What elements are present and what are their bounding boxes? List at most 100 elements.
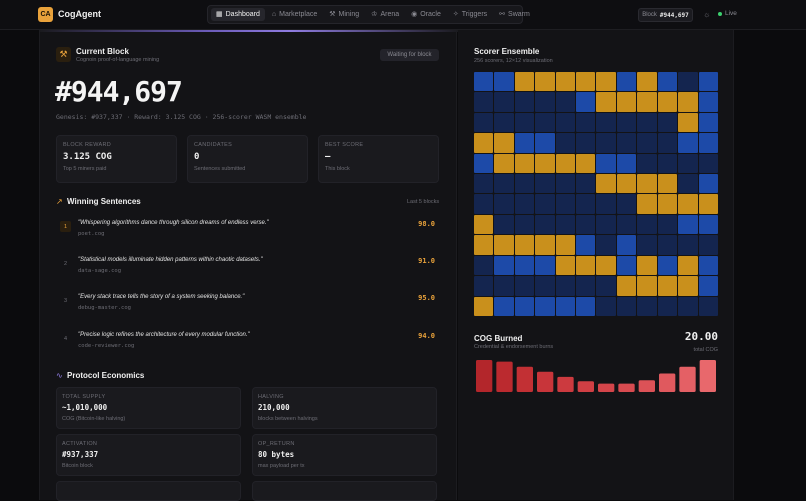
nav-oracle[interactable]: ◉ Oracle: [406, 8, 446, 21]
eco-label: OP_RETURN: [258, 441, 295, 447]
scorer-cell: [616, 194, 637, 214]
eye-icon: ◉: [411, 11, 418, 18]
scorer-cell: [555, 133, 576, 153]
scorer-cell: [657, 133, 678, 153]
sentence-row[interactable]: 3 "Every stack trace tells the story of …: [56, 291, 440, 321]
eco-note: COG (Bitcoin-like halving): [62, 416, 126, 422]
scorer-cell: [657, 235, 678, 255]
scorer-cell: [678, 112, 698, 133]
eco-card-activation: ACTIVATION #937,337 Bitcoin block: [56, 434, 241, 476]
cog-burned-subtitle: Credential & endorsement burns: [474, 344, 554, 350]
burn-bar: [516, 366, 533, 392]
scorer-cell: [657, 153, 678, 174]
accent-line: [40, 30, 458, 32]
grid-icon: ▦: [216, 11, 223, 18]
scorer-cell: [474, 276, 494, 296]
scorer-cell: [474, 296, 494, 316]
scorer-cell: [698, 72, 718, 92]
scorer-cell: [474, 255, 494, 276]
brand-logo[interactable]: CA: [38, 7, 53, 22]
scorer-cell: [657, 92, 678, 112]
scorer-cell: [535, 235, 555, 255]
brand-name[interactable]: CogAgent: [58, 9, 101, 19]
nav-swarm[interactable]: ⚯ Swarm: [494, 8, 535, 21]
activity-icon: ∿: [56, 371, 63, 380]
sentence-row[interactable]: 1 "Whispering algorithms dance through s…: [56, 217, 440, 247]
nav-triggers[interactable]: ✧ Triggers: [448, 8, 492, 21]
burn-bar: [557, 376, 574, 392]
scorer-cell: [698, 255, 718, 276]
sentence-author: data-sage.cog: [78, 268, 122, 274]
scorer-cell: [596, 153, 616, 174]
scorer-cell: [576, 92, 596, 112]
scorer-cell: [555, 276, 576, 296]
burn-bar: [496, 361, 513, 392]
scorer-ensemble-subtitle: 256 scorers, 12×12 visualization: [474, 58, 553, 64]
scorer-cell: [514, 276, 535, 296]
scorer-cell: [514, 214, 535, 235]
rank-badge: 1: [60, 221, 71, 232]
scorer-cell: [535, 194, 555, 214]
scorer-cell: [637, 194, 657, 214]
scorer-cell: [678, 276, 698, 296]
sentence-row[interactable]: 2 "Statistical models illuminate hidden …: [56, 254, 440, 284]
scorer-cell: [596, 92, 616, 112]
burn-bar: [638, 380, 655, 392]
sun-icon[interactable]: ☼: [703, 10, 711, 19]
nav-mining[interactable]: ⚒ Mining: [324, 8, 364, 21]
scorer-cell: [494, 194, 514, 214]
scorer-cell: [596, 214, 616, 235]
scorer-cell: [576, 255, 596, 276]
nav-arena[interactable]: ♔ Arena: [366, 8, 404, 21]
scorer-cell: [698, 153, 718, 174]
scorer-cell: [474, 72, 494, 92]
stat-note: Top 5 miners paid: [63, 166, 107, 172]
scorer-cell: [555, 235, 576, 255]
stat-note: This block: [325, 166, 350, 172]
scorer-cell: [596, 112, 616, 133]
scorer-cell: [616, 133, 637, 153]
eco-value: 210,000: [258, 403, 290, 412]
eco-label: HALVING: [258, 394, 284, 400]
scorer-cell: [535, 133, 555, 153]
scorer-cell: [576, 214, 596, 235]
scorer-cell: [678, 214, 698, 235]
scorer-cell: [637, 296, 657, 316]
stat-value: 3.125 COG: [63, 152, 112, 162]
scorer-cell: [555, 296, 576, 316]
scorer-cell: [576, 235, 596, 255]
eco-card-total-supply: TOTAL SUPPLY ~1,010,000 COG (Bitcoin-lik…: [56, 387, 241, 429]
scorer-cell: [596, 194, 616, 214]
scorer-cell: [576, 194, 596, 214]
scorer-cell: [494, 92, 514, 112]
stat-card-best-score: BEST SCORE — This block: [318, 135, 439, 183]
scorer-cell: [514, 194, 535, 214]
sentence-text: "Every stack trace tells the story of a …: [78, 294, 245, 300]
scorer-cell: [698, 235, 718, 255]
stat-card-block-reward: BLOCK REWARD 3.125 COG Top 5 miners paid: [56, 135, 177, 183]
scorer-cell: [514, 112, 535, 133]
nav-label: Mining: [338, 11, 360, 18]
scorer-cell: [474, 112, 494, 133]
cog-burned-unit: total COG: [693, 347, 718, 353]
scorer-cell: [576, 153, 596, 174]
scorer-cell: [555, 255, 576, 276]
nav-marketplace[interactable]: ⌂ Marketplace: [267, 8, 322, 21]
scorer-cell: [678, 133, 698, 153]
nav-dashboard[interactable]: ▦ Dashboard: [211, 8, 265, 21]
scorer-cell: [494, 112, 514, 133]
main-nav: ▦ Dashboard ⌂ Marketplace ⚒ Mining ♔ Arena ◉ Orac…: [207, 5, 530, 24]
scorer-cell: [698, 194, 718, 214]
scorer-cell: [535, 174, 555, 194]
scorer-cell: [678, 72, 698, 92]
scorer-cell: [637, 235, 657, 255]
scorer-cell: [514, 72, 535, 92]
scorer-cell: [657, 72, 678, 92]
scorer-cell: [474, 194, 494, 214]
scorer-cell: [616, 255, 637, 276]
scorer-cell: [596, 174, 616, 194]
scorer-cell: [596, 235, 616, 255]
sentence-row[interactable]: 4 "Precise logic refines the architectur…: [56, 329, 440, 359]
scorer-cell: [637, 72, 657, 92]
scorer-cell: [657, 214, 678, 235]
